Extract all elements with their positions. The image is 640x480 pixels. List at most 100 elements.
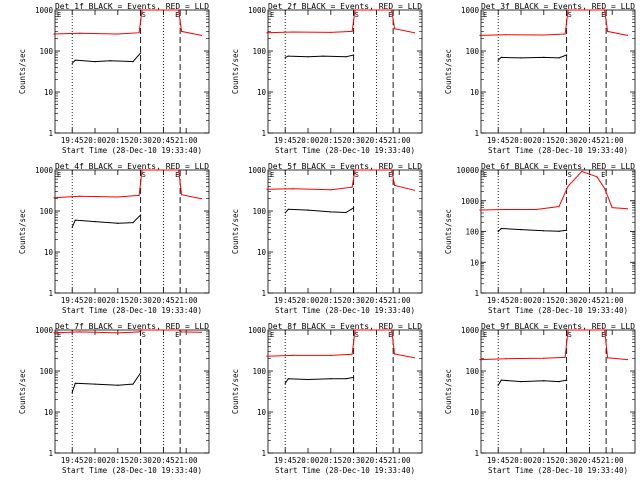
x-tick-label: 19:45 — [274, 136, 297, 145]
data-point-lld — [581, 170, 583, 173]
x-tick-label: 20:15 — [320, 296, 343, 305]
y-tick-label: 100 — [252, 207, 266, 216]
detector-panel-5: Det 5f BLACK = Events, RED = LLD 1 10 100 10… — [231, 162, 423, 315]
data-point-events — [520, 381, 522, 383]
x-axis-label: Start Time (28-Dec-10 19:33:40) — [488, 146, 628, 155]
series-line-events — [71, 214, 141, 228]
plot-frame — [267, 169, 423, 294]
data-point-lld — [330, 31, 332, 33]
data-point-lld — [391, 169, 393, 171]
panel-title: Det 5f BLACK = Events, RED = LLD — [268, 162, 422, 171]
data-point-lld — [53, 33, 55, 35]
panel-title: Det 7f BLACK = Events, RED = LLD — [55, 322, 209, 331]
marker-E: E — [388, 11, 392, 19]
panel-title: Det 3f BLACK = Events, RED = LLD — [481, 2, 635, 11]
marker-S: S — [568, 171, 572, 179]
y-tick-label: 1 — [48, 449, 53, 458]
y-tick-label: 1000 — [461, 6, 480, 15]
x-tick-label: 19:45 — [274, 456, 297, 465]
data-point-lld — [141, 329, 143, 331]
detector-panel-1: Det 1f BLACK = Events, RED = LLD 1 10 100 10… — [18, 2, 210, 155]
data-point-lld — [391, 9, 393, 11]
data-point-lld — [141, 169, 143, 171]
y-axis-label: Counts/sec — [444, 49, 453, 94]
x-axis-label: Start Time (28-Dec-10 19:33:40) — [62, 146, 202, 155]
data-point-lld — [79, 195, 81, 197]
data-point-lld — [181, 30, 183, 33]
x-tick-label: 20:00 — [510, 296, 533, 305]
data-point-events — [132, 383, 134, 385]
data-point-lld — [607, 357, 609, 359]
panel-title: Det 2f BLACK = Events, RED = LLD — [268, 2, 422, 11]
data-point-lld — [79, 331, 81, 333]
y-tick-label: 1000 — [248, 6, 267, 15]
x-tick-label: 20:45 — [578, 136, 601, 145]
panel-title: Det 1f BLACK = Events, RED = LLD — [55, 2, 209, 11]
y-tick-label: 100 — [465, 367, 479, 376]
panel-title: Det 9f BLACK = Events, RED = LLD — [481, 322, 635, 331]
data-point-lld — [178, 9, 180, 11]
x-tick-label: 20:30 — [555, 136, 578, 145]
y-tick-label: 1000 — [248, 166, 267, 175]
x-axis-label: Start Time (28-Dec-10 19:33:40) — [488, 466, 628, 475]
marker-E: E — [388, 171, 392, 179]
x-tick-label: 21:00 — [388, 296, 411, 305]
x-tick-label: 20:30 — [342, 456, 365, 465]
data-point-events — [94, 383, 96, 385]
data-point-events — [566, 54, 568, 56]
data-point-events — [307, 56, 309, 58]
data-point-lld — [266, 188, 268, 190]
data-point-events — [94, 221, 96, 223]
marker-E: E — [601, 171, 605, 179]
data-point-lld — [558, 205, 560, 208]
series-line-events — [497, 379, 567, 386]
data-point-lld — [479, 34, 481, 37]
plot-frame — [267, 9, 423, 134]
y-tick-label: 10 — [257, 88, 267, 97]
data-point-lld — [292, 188, 294, 190]
data-point-events — [345, 56, 347, 58]
data-point-events — [284, 382, 286, 384]
data-point-events — [284, 56, 286, 58]
data-point-lld — [543, 34, 545, 36]
data-point-events — [330, 211, 332, 213]
marker-S: S — [355, 11, 359, 19]
x-tick-label: 20:45 — [578, 456, 601, 465]
data-point-events — [140, 214, 142, 216]
marker-E: E — [388, 331, 392, 339]
data-point-lld — [138, 32, 140, 34]
x-tick-label: 20:45 — [365, 456, 388, 465]
data-point-lld — [181, 331, 183, 333]
data-point-events — [520, 229, 522, 231]
x-tick-label: 21:00 — [601, 456, 624, 465]
x-tick-label: 20:15 — [107, 136, 130, 145]
data-point-events — [353, 376, 355, 378]
data-point-events — [558, 230, 560, 232]
y-tick-label: 1 — [48, 289, 53, 298]
data-point-events — [353, 54, 355, 56]
marker-E: E — [175, 171, 179, 179]
data-point-lld — [117, 196, 119, 198]
marker-E-start: E — [57, 11, 61, 19]
y-axis-label: Counts/sec — [231, 209, 240, 254]
y-tick-label: 1 — [474, 129, 479, 138]
x-tick-label: 19:45 — [61, 456, 84, 465]
data-point-lld — [413, 357, 416, 359]
data-point-lld — [330, 189, 332, 191]
data-point-events — [353, 207, 355, 209]
data-point-events — [74, 219, 76, 221]
plot-frame — [480, 9, 636, 134]
marker-E: E — [601, 331, 605, 339]
data-point-lld — [178, 169, 180, 171]
x-tick-label: 20:00 — [297, 456, 320, 465]
x-axis-label: Start Time (28-Dec-10 19:33:40) — [275, 146, 415, 155]
data-point-events — [500, 227, 502, 230]
series-line-lld — [479, 170, 628, 211]
data-point-lld — [607, 30, 609, 33]
x-tick-label: 20:15 — [533, 296, 556, 305]
x-tick-label: 19:45 — [487, 136, 510, 145]
x-tick-label: 20:30 — [129, 136, 152, 145]
data-point-events — [322, 55, 324, 57]
series-line-lld — [266, 9, 415, 34]
